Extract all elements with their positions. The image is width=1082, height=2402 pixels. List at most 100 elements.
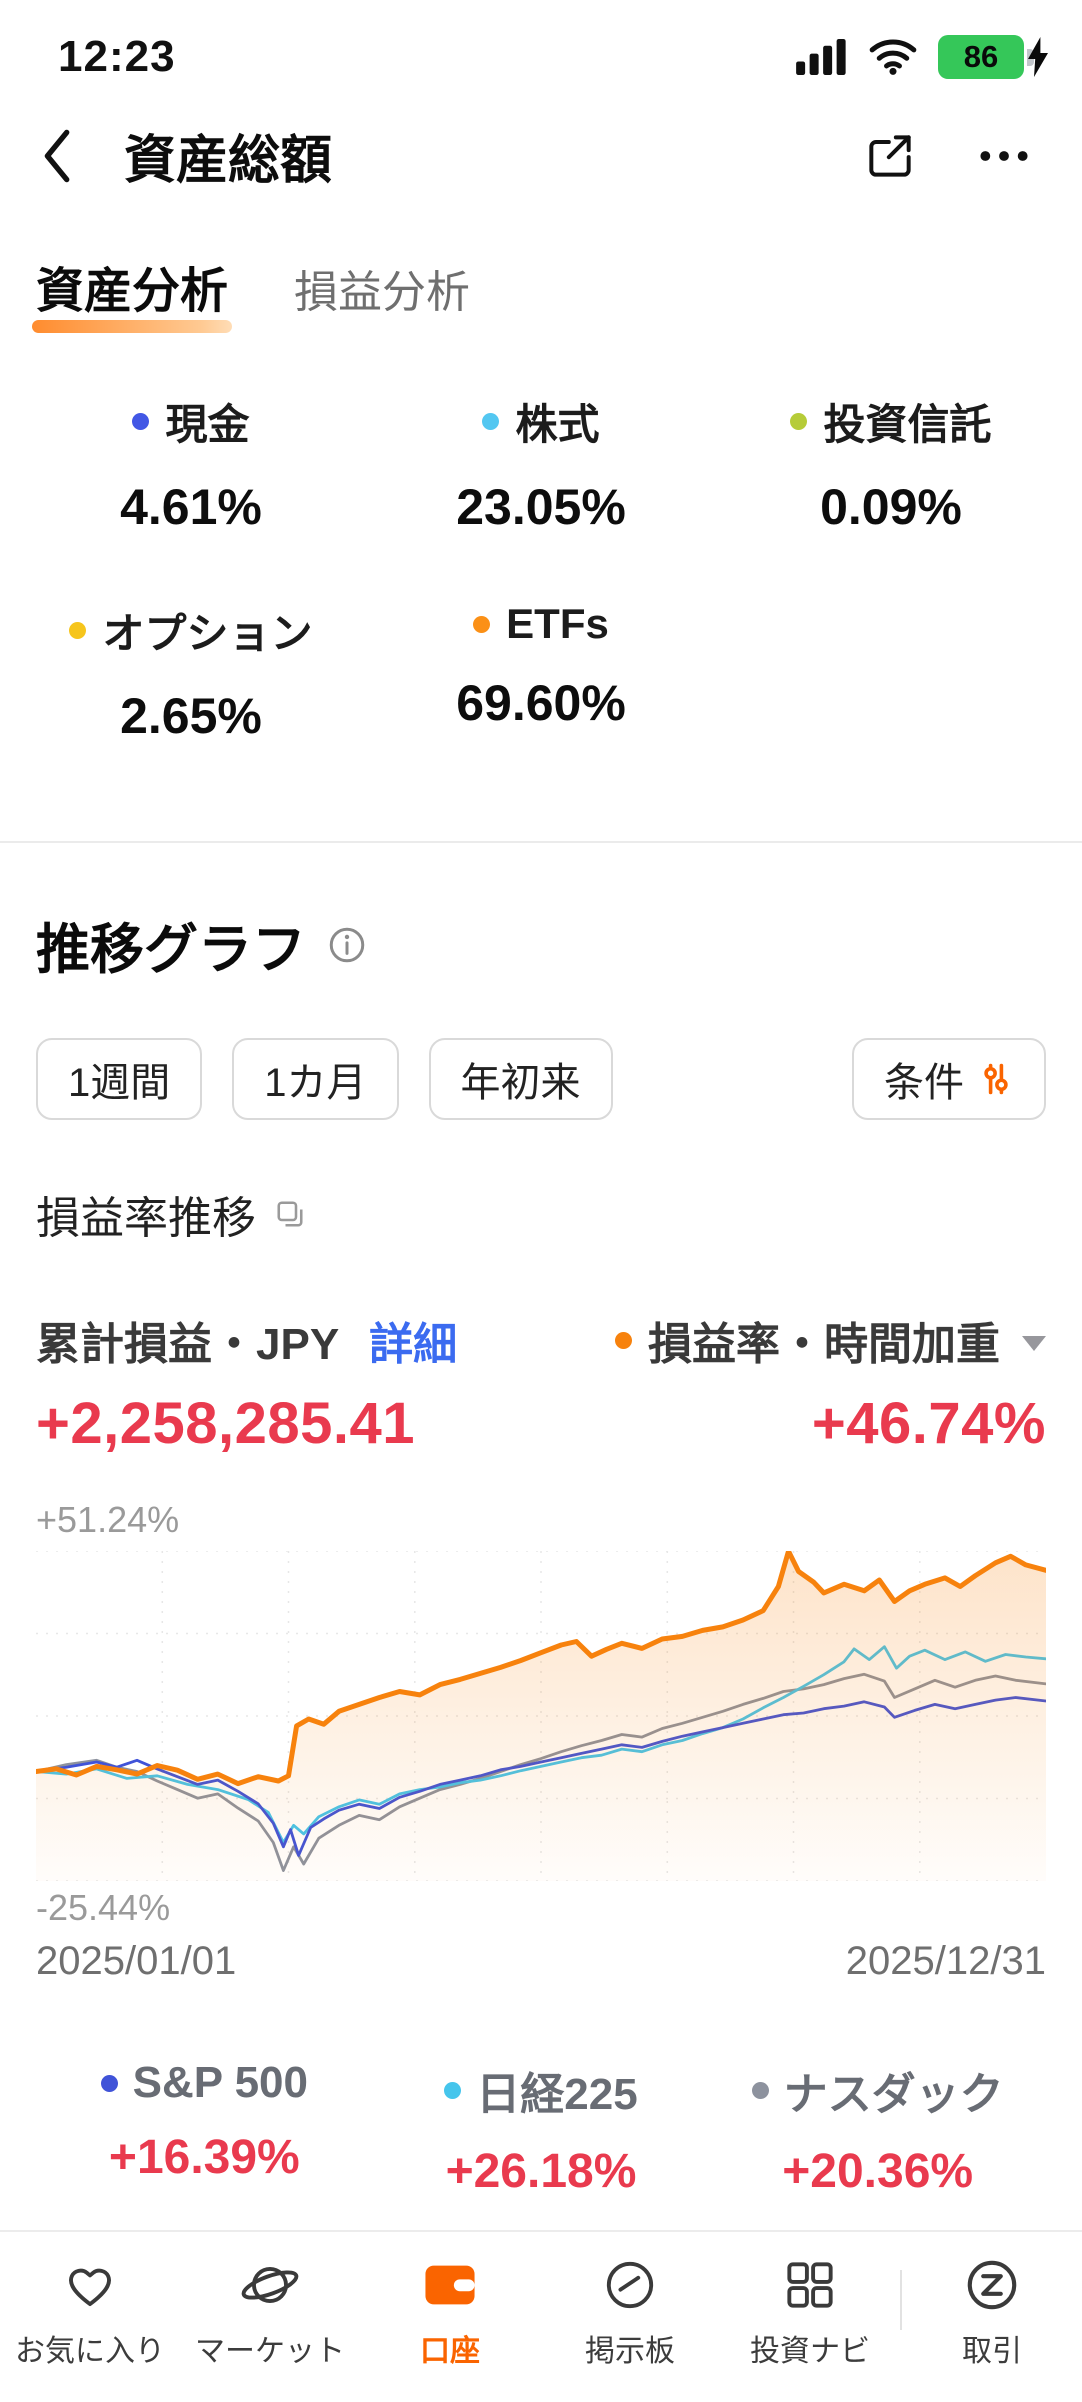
nav-label-invest-navi: 投資ナビ [750,2335,870,2368]
nav-label-trade: 取引 [962,2335,1022,2368]
status-icons: 86 [796,35,1048,79]
nav-item-invest-navi[interactable]: 投資ナビ [720,2254,900,2370]
pl-rate-label: 損益率・時間加重 [648,1320,1000,1369]
header: 資産総額 [0,118,1082,193]
nikkei225-label: 日経225 [476,2070,638,2119]
wallet-icon [425,2265,475,2305]
nasdaq-label: ナスダック [783,2070,1004,2119]
trade-icon [967,2260,1017,2310]
legend-item-sp500[interactable]: S&P 500 +16.39% [36,2058,373,2199]
period-button-1week[interactable]: 1週間 [36,1038,203,1120]
benchmark-legend: S&P 500 +16.39% 日経225 +26.18% ナスダック +20.… [36,2058,1046,2199]
legend-item-nikkei225[interactable]: 日経225 +26.18% [373,2058,710,2199]
etfs-value: 69.60% [456,675,626,731]
filter-button[interactable]: 条件 [852,1038,1046,1120]
pl-trend-label: 損益率推移 [36,1194,256,1243]
nav-divider [900,2270,902,2330]
nikkei225-value: +26.18% [445,2145,637,2198]
x-axis-start-label: 2025/01/01 [36,1939,237,1983]
nav-item-trade[interactable]: 取引 [902,2254,1082,2370]
gauge-icon [606,2261,654,2309]
grid-icon [787,2262,833,2308]
cash-dot [132,413,150,430]
options-value: 2.65% [120,688,262,744]
sp500-label: S&P 500 [132,2058,308,2107]
info-button[interactable] [326,924,368,966]
copy-icon [277,1201,303,1227]
allocation-item-etfs: ETFs 69.60% [366,600,716,745]
trend-chart[interactable] [36,1551,1046,1881]
copy-button[interactable] [272,1196,308,1232]
active-tab-underline [32,320,233,333]
battery-percent: 86 [938,35,1024,79]
x-axis-end-label: 2025/12/31 [845,1939,1046,1983]
trend-graph-title: 推移グラフ [36,920,306,980]
battery-indicator: 86 [938,35,1048,79]
back-button[interactable] [34,121,98,191]
allocation-item-funds: 投資信託 0.09% [716,391,1066,536]
etfs-dot [473,615,491,633]
nav-item-account[interactable]: 口座 [360,2254,540,2370]
options-dot [69,622,87,639]
etfs-label: ETFs [506,600,609,647]
info-icon [329,927,365,962]
planet-icon [241,2267,299,2303]
chevron-left-icon [44,129,70,182]
tab-asset-analysis[interactable]: 資産分析 [32,251,233,333]
sliders-icon [984,1063,1008,1095]
header-actions [862,128,1032,184]
benchmark-dropdown[interactable]: 損益率・時間加重 [615,1308,1046,1372]
nasdaq-dot [751,2081,769,2099]
pl-rate-dot [615,1331,632,1349]
analysis-tabs: 資産分析 損益分析 [0,251,1082,333]
nav-item-community[interactable]: 掲示板 [540,2254,720,2370]
nav-label-community: 掲示板 [585,2335,675,2368]
section-divider [0,841,1082,843]
cash-label: 現金 [165,401,250,448]
funds-dot [790,413,808,430]
signal-icon [796,39,848,75]
cumulative-pl-label: 累計損益・JPY [36,1320,340,1369]
pl-rate-value: +46.74% [811,1391,1046,1456]
funds-value: 0.09% [820,479,962,535]
y-axis-max-label: +51.24% [36,1499,180,1540]
status-bar: 12:23 86 [0,0,1082,88]
funds-label: 投資信託 [823,401,992,448]
options-label: オプション [102,610,313,657]
clock-text: 12:23 [58,32,176,81]
allocation-item-stocks: 株式 23.05% [366,391,716,536]
cash-value: 4.61% [120,479,262,535]
bottom-nav: お気に入り マーケット 口座 掲示板 投資ナビ 取引 [0,2230,1082,2402]
filter-label: 条件 [884,1061,964,1105]
cumulative-pl-value: +2,258,285.41 [36,1391,416,1456]
period-button-ytd[interactable]: 年初来 [428,1038,613,1120]
nikkei225-dot [444,2081,462,2099]
share-button[interactable] [862,128,918,184]
nav-item-favorites[interactable]: お気に入り [0,2254,180,2370]
allocation-item-options: オプション 2.65% [16,600,366,745]
detail-link[interactable]: 詳細 [369,1320,458,1369]
charging-bolt-icon [1026,37,1050,77]
nasdaq-value: +20.36% [782,2145,974,2198]
period-selector: 1週間 1カ月 年初来 条件 [36,1038,1046,1120]
allocation-grid: 現金 4.61% 株式 23.05% 投資信託 0.09% オプション 2.65… [0,391,1082,841]
ellipsis-icon [980,150,1028,161]
page-title: 資産総額 [124,132,333,190]
nav-label-favorites: お気に入り [15,2335,165,2368]
stocks-value: 23.05% [456,479,626,535]
stocks-dot [482,413,500,430]
tab-pl-analysis[interactable]: 損益分析 [294,268,471,317]
sp500-value: +16.39% [108,2131,300,2184]
legend-item-nasdaq[interactable]: ナスダック +20.36% [709,2058,1046,2199]
stocks-label: 株式 [515,401,600,448]
share-icon [869,134,911,177]
allocation-item-cash: 現金 4.61% [16,391,366,536]
chart-series-lines [36,1551,1046,1881]
heart-icon [69,2268,111,2307]
nav-label-market: マーケット [195,2335,345,2368]
more-button[interactable] [976,128,1032,184]
sp500-dot [100,2074,118,2092]
period-button-1month[interactable]: 1カ月 [232,1038,399,1120]
y-axis-min-label: -25.44% [36,1887,171,1928]
nav-item-market[interactable]: マーケット [180,2254,360,2370]
